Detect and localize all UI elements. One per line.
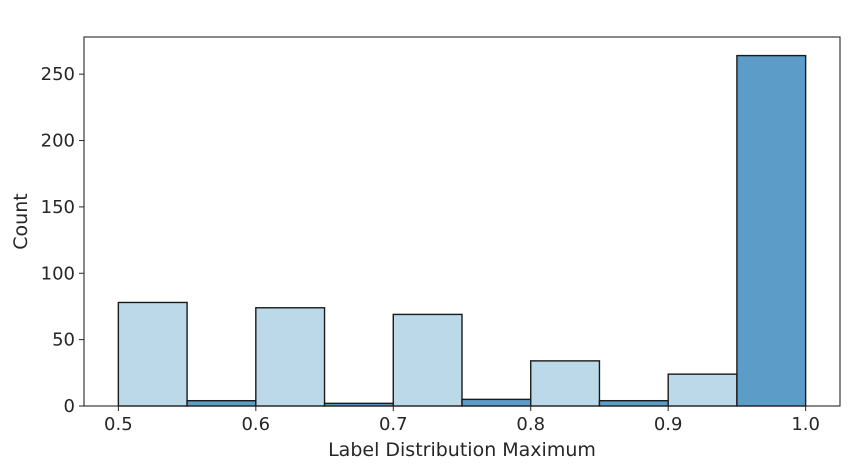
y-tick-label: 150 [41, 197, 75, 218]
histogram-bar-2 [255, 307, 326, 407]
y-axis-label: Count [10, 193, 32, 249]
histogram-bar-7 [598, 399, 669, 407]
x-axis-ticks: 0.5 0.6 0.7 0.8 0.9 1.0 [104, 406, 820, 435]
histogram-bar-5 [461, 398, 532, 407]
y-tick-label: 0 [64, 396, 75, 417]
histogram-bar-1 [186, 399, 257, 407]
plot-frame [83, 36, 841, 407]
histogram-bar-4 [392, 313, 463, 407]
y-tick-label: 50 [52, 330, 75, 351]
bars-group [117, 54, 807, 407]
histogram-bar-0 [117, 301, 188, 407]
x-tick-label: 0.9 [654, 414, 683, 435]
x-tick-label: 0.8 [516, 414, 545, 435]
y-tick-label: 200 [41, 131, 75, 152]
y-axis-ticks: 0 50 100 150 200 250 [41, 64, 84, 417]
x-tick-label: 0.7 [379, 414, 408, 435]
histogram-bar-8 [667, 373, 738, 407]
histogram-bar-6 [530, 360, 601, 407]
x-tick-label: 0.6 [241, 414, 270, 435]
histogram-bar-9 [736, 54, 807, 407]
y-tick-label: 100 [41, 263, 75, 284]
y-tick-label: 250 [41, 64, 75, 85]
x-axis-label: Label Distribution Maximum [328, 439, 596, 461]
x-tick-label: 1.0 [791, 414, 820, 435]
x-tick-label: 0.5 [104, 414, 133, 435]
